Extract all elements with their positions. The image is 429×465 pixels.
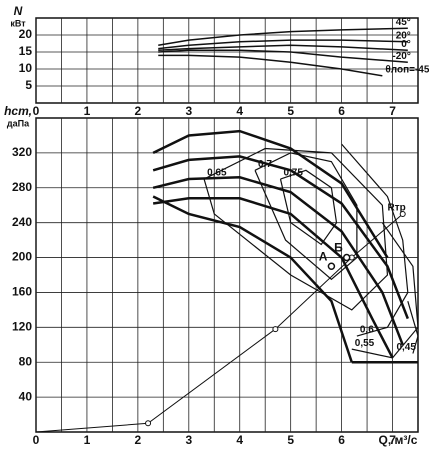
marker xyxy=(145,420,152,427)
curve xyxy=(341,143,409,337)
x-tick-label: 6 xyxy=(338,104,345,118)
curve-label: 0,75 xyxy=(283,168,303,179)
curve xyxy=(152,155,409,320)
y-tick-label: 15 xyxy=(19,44,33,58)
curve xyxy=(158,44,408,52)
curve xyxy=(279,169,338,246)
curve xyxy=(158,54,383,77)
plot-frame xyxy=(35,17,419,104)
y-axis-label: hст, xyxy=(4,104,32,118)
x-tick-label: 3 xyxy=(185,104,192,118)
curve-label: -20° xyxy=(392,51,410,62)
point-label: А xyxy=(319,249,328,263)
x-tick-label: 0 xyxy=(33,433,40,447)
x-tick-label: 3 xyxy=(185,433,192,447)
curve-label: 45° xyxy=(396,17,411,28)
x-tick-label: 6 xyxy=(338,433,345,447)
curve-label: θлоп=-45° xyxy=(385,64,429,75)
operating-point xyxy=(327,262,336,271)
x-tick-label: 1 xyxy=(84,104,91,118)
curve-label: 0,65 xyxy=(207,168,227,179)
x-tick-label: 2 xyxy=(135,104,142,118)
operating-point xyxy=(342,253,351,262)
x-tick-label: 7 xyxy=(389,104,396,118)
y-tick-label: 320 xyxy=(12,145,32,159)
curve xyxy=(158,49,408,63)
y-axis-unit: кВт xyxy=(10,18,26,28)
point-label: Б xyxy=(334,241,343,255)
x-tick-label: 4 xyxy=(236,433,243,447)
curve xyxy=(152,176,404,346)
x-tick-label: 1 xyxy=(84,433,91,447)
curve xyxy=(152,195,353,363)
curve xyxy=(203,147,389,311)
curve-label: 0° xyxy=(401,39,411,50)
curve xyxy=(35,213,404,433)
curve-label: 0,6 xyxy=(360,325,374,336)
marker xyxy=(272,326,279,333)
y-tick-label: 20 xyxy=(19,27,33,41)
curve-label: 0,7 xyxy=(258,159,272,170)
y-axis-unit: даПа xyxy=(7,118,30,128)
y-tick-label: 200 xyxy=(12,250,32,264)
curve xyxy=(407,300,419,354)
y-tick-label: 10 xyxy=(19,61,33,75)
curve xyxy=(158,27,408,46)
curve xyxy=(152,129,389,259)
curve xyxy=(152,196,394,359)
curve-label: 20° xyxy=(396,30,411,41)
curve-label: 0,55 xyxy=(355,338,375,349)
x-tick-label: 5 xyxy=(287,104,294,118)
y-tick-label: 80 xyxy=(19,354,33,368)
y-axis-label: N xyxy=(14,4,23,18)
y-tick-label: 5 xyxy=(25,78,32,92)
curve xyxy=(351,222,419,359)
x-tick-label: 7 xyxy=(389,433,396,447)
curve-label: 0,45 xyxy=(396,342,416,353)
y-tick-label: 280 xyxy=(12,180,32,194)
curve xyxy=(158,39,408,50)
y-tick-label: 120 xyxy=(12,320,32,334)
x-tick-label: 5 xyxy=(287,433,294,447)
marker xyxy=(399,210,406,217)
y-tick-label: 40 xyxy=(19,389,33,403)
x-tick-label: 4 xyxy=(236,104,243,118)
curve xyxy=(254,152,358,281)
x-tick-label: 2 xyxy=(135,433,142,447)
y-tick-label: 240 xyxy=(12,215,32,229)
curve-label: Rтр xyxy=(387,203,405,214)
y-tick-label: 160 xyxy=(12,285,32,299)
x-axis-label: Q, м³/с xyxy=(379,433,418,447)
x-tick-label: 0 xyxy=(33,104,40,118)
